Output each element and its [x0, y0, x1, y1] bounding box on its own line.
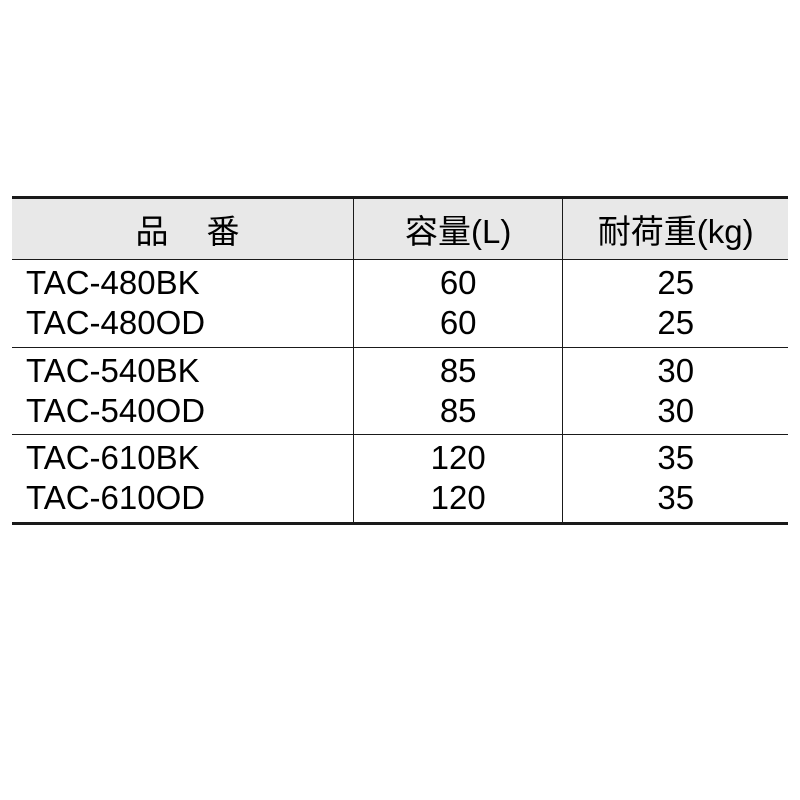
cell-capacity: 60 [353, 303, 563, 347]
cell-capacity: 85 [353, 347, 563, 391]
col-header-capacity: 容量(L) [353, 198, 563, 260]
table-row: TAC-610OD 120 35 [12, 478, 788, 523]
cell-part-no: TAC-610BK [12, 435, 353, 479]
cell-load: 30 [563, 347, 788, 391]
table-row: TAC-480OD 60 25 [12, 303, 788, 347]
cell-load: 35 [563, 478, 788, 523]
cell-part-no: TAC-480OD [12, 303, 353, 347]
cell-load: 25 [563, 260, 788, 304]
cell-part-no: TAC-610OD [12, 478, 353, 523]
spec-table: 品番 容量(L) 耐荷重(kg) TAC-480BK 60 25 TAC-480… [12, 196, 788, 525]
cell-capacity: 120 [353, 478, 563, 523]
table-header: 品番 容量(L) 耐荷重(kg) [12, 198, 788, 260]
cell-capacity: 120 [353, 435, 563, 479]
table-row: TAC-480BK 60 25 [12, 260, 788, 304]
table-row: TAC-540OD 85 30 [12, 391, 788, 435]
table-row: TAC-540BK 85 30 [12, 347, 788, 391]
col-header-load: 耐荷重(kg) [563, 198, 788, 260]
cell-part-no: TAC-480BK [12, 260, 353, 304]
cell-load: 35 [563, 435, 788, 479]
cell-capacity: 85 [353, 391, 563, 435]
col-header-part-no: 品番 [12, 198, 353, 260]
cell-load: 30 [563, 391, 788, 435]
cell-part-no: TAC-540OD [12, 391, 353, 435]
cell-part-no: TAC-540BK [12, 347, 353, 391]
cell-capacity: 60 [353, 260, 563, 304]
spec-table-container: 品番 容量(L) 耐荷重(kg) TAC-480BK 60 25 TAC-480… [12, 196, 788, 525]
table-row: TAC-610BK 120 35 [12, 435, 788, 479]
cell-load: 25 [563, 303, 788, 347]
table-body: TAC-480BK 60 25 TAC-480OD 60 25 TAC-540B… [12, 260, 788, 524]
